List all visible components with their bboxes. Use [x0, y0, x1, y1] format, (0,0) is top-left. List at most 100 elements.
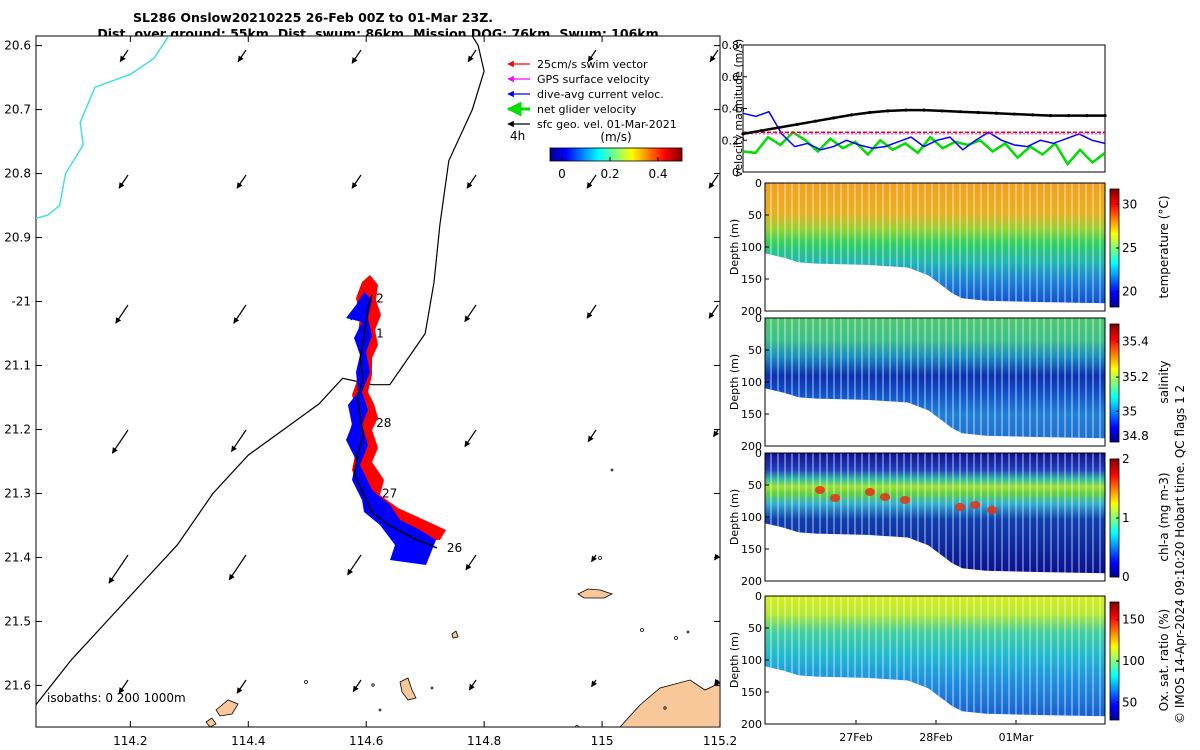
section-ylabel: Depth (m) — [728, 354, 741, 410]
day-label: 27 — [382, 486, 397, 500]
section-panel: 0 50 100 150 200 Depth (m) 30 25 20 temperature (… — [728, 177, 1171, 318]
colorbar-gradient — [549, 147, 683, 162]
lat-tick-label: 20.9 — [4, 231, 31, 245]
islets — [304, 468, 690, 727]
geo-vector-arrow — [118, 679, 129, 694]
geo-vector-arrow — [708, 174, 719, 189]
colorbar-label: (m/s) — [600, 130, 631, 144]
legend-label: GPS surface velocity — [537, 73, 650, 86]
velocity-panel: 0 0.2 0.4 0.6 0.8 velocity magnitude (m/s) — [722, 39, 1107, 179]
day-label: 1 — [376, 327, 384, 341]
legend-label: sfc geo. vel. 01-Mar-2021 — [537, 118, 677, 131]
velocity-point — [922, 108, 926, 112]
section-cbar-label: 34.8 — [1122, 429, 1149, 443]
island-4 — [451, 630, 459, 639]
geo-vector-arrow — [586, 174, 597, 189]
geo-vector-arrow — [464, 304, 477, 323]
map-lon-ticks: 114.2 114.4 114.6 114.8 115 115.2 — [113, 36, 737, 748]
geo-vector-arrow — [586, 304, 597, 319]
section-clabel: salinity — [1157, 360, 1171, 403]
lat-tick-label: 21.2 — [4, 422, 31, 436]
lat-tick-label: 20.6 — [4, 39, 31, 53]
velocity-tick-label: 0 — [732, 166, 739, 179]
section-panel: 0 50 100 150 200 Depth (m) 35.4 35.2 35 34.8 salin… — [728, 312, 1171, 453]
depth-tick-label: 0 — [755, 312, 762, 325]
depth-tick-label: 200 — [741, 440, 762, 453]
velocity-ylabel: velocity magnitude (m/s) — [732, 39, 745, 177]
velocity-point — [904, 108, 908, 112]
depth-tick-label: 150 — [741, 686, 762, 699]
lon-tick-label: 114.4 — [231, 734, 265, 748]
lat-tick-label: -21 — [11, 295, 31, 309]
depth-tick-label: 0 — [755, 447, 762, 460]
depth-tick-label: 100 — [741, 241, 762, 254]
velocity-series-line — [742, 110, 1106, 151]
velocity-point — [994, 111, 999, 115]
day-labels: 2 1 28 27 26 — [376, 291, 462, 555]
lat-tick-label: 20.7 — [4, 103, 31, 117]
isobaths-label: isobaths: 0 200 1000m — [47, 691, 186, 705]
velocity-yticks: 0 0.2 0.4 0.6 0.8 — [722, 39, 747, 179]
geo-vector-arrow — [347, 554, 362, 576]
speed-colorbar: (m/s) 0 0.2 0.4 — [549, 130, 683, 181]
depth-tick-label: 200 — [741, 575, 762, 588]
section-cbar-label: 150 — [1122, 613, 1145, 627]
depth-tick-label: 150 — [741, 273, 762, 286]
velocity-point — [976, 110, 980, 115]
section-cbar-label: 35 — [1122, 404, 1137, 418]
velocity-series — [741, 108, 1107, 167]
island-3 — [215, 699, 239, 717]
geo-vector-arrow — [111, 429, 129, 454]
legend-label: net glider velocity — [537, 103, 637, 116]
velocity-point — [1012, 112, 1017, 116]
velocity-point — [795, 122, 799, 126]
chl-maximum-patch — [900, 496, 910, 504]
geo-vector-arrow — [464, 429, 477, 448]
geo-vector-arrow — [587, 49, 597, 63]
depth-tick-label: 50 — [748, 479, 762, 492]
lon-tick-label: 114.2 — [113, 734, 147, 748]
lat-tick-label: 21.5 — [4, 614, 31, 628]
chl-maximum-patch — [970, 501, 980, 509]
colorbar-tick-label: 0 — [558, 167, 566, 181]
geo-vector-arrow — [713, 429, 720, 438]
time-axis: 27Feb 28Feb 01Mar — [839, 720, 1034, 744]
depth-tick-label: 50 — [748, 622, 762, 635]
legend-label: dive-avg current veloc. — [537, 88, 664, 101]
day-label: 2 — [376, 291, 384, 305]
title-line1: SL286 Onslow20210225 26-Feb 00Z to 01-Ma… — [133, 10, 493, 25]
lat-tick-label: 21.3 — [4, 486, 31, 500]
section-clabel: chl-a (mg m-3) — [1157, 472, 1171, 561]
current-swath — [346, 292, 436, 565]
chl-maximum-patch — [955, 503, 965, 511]
lat-tick-label: 21.6 — [4, 678, 31, 692]
chl-maximum-patch — [865, 488, 875, 496]
section-cbar-label: 20 — [1122, 285, 1137, 299]
island-2 — [399, 677, 417, 701]
geo-vector-arrow — [237, 49, 247, 63]
velocity-point — [886, 109, 890, 113]
velocity-point — [1049, 114, 1053, 118]
lat-tick-label: 21.4 — [4, 550, 31, 564]
colorbar-ticks: 0 0.2 0.4 — [558, 157, 668, 181]
geo-vector-arrow — [118, 174, 129, 189]
section-clabel: Ox. sat. ratio (%) — [1157, 609, 1171, 711]
velocity-tick-label: 0.2 — [722, 134, 740, 147]
geo-vector-arrow — [351, 174, 362, 189]
glider-swath — [346, 275, 446, 565]
velocity-tick-label: 0.6 — [722, 71, 740, 84]
geo-vector-arrow — [108, 554, 129, 584]
island-1 — [577, 588, 614, 599]
time-tick-label: 27Feb — [839, 731, 872, 744]
geo-vector-arrow — [714, 678, 720, 686]
geo-vector-arrow — [115, 304, 129, 324]
velocity-point — [1067, 114, 1071, 118]
chl-maximum-patch — [830, 494, 840, 502]
colorbar-tick-label: 0.2 — [600, 167, 619, 181]
chl-maximum-patch — [815, 486, 825, 494]
land-masses — [205, 588, 720, 727]
section-ylabel: Depth (m) — [728, 632, 741, 688]
